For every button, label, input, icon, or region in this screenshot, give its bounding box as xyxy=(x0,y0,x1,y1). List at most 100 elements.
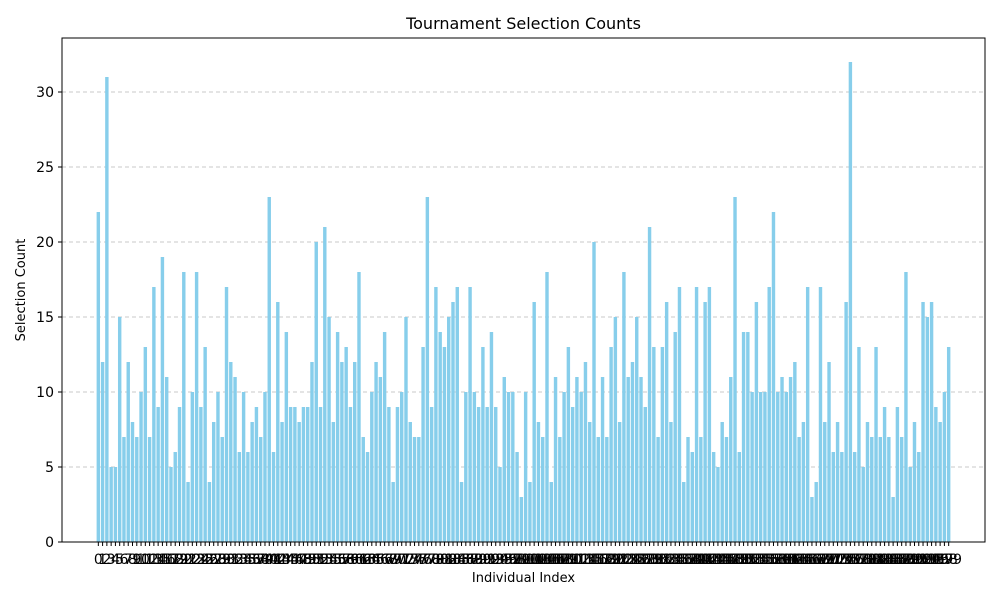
x-tick-label: 143 xyxy=(696,552,723,568)
bar-137 xyxy=(682,482,686,542)
x-tick-label: 37 xyxy=(248,552,266,568)
x-tick-label: 193 xyxy=(910,552,937,568)
bar-163 xyxy=(793,362,797,542)
bar-87 xyxy=(468,287,472,542)
x-tick-label: 16 xyxy=(158,552,176,568)
x-tick-label: 52 xyxy=(312,552,330,568)
x-tick-label: 157 xyxy=(756,552,783,568)
bar-74 xyxy=(412,437,417,542)
bar-65 xyxy=(374,362,378,542)
x-tick-label: 156 xyxy=(752,552,779,568)
bar-179 xyxy=(861,467,865,542)
bar-49 xyxy=(305,407,310,542)
x-tick-label: 117 xyxy=(585,552,612,568)
x-tick-label: 53 xyxy=(316,552,334,568)
x-tick-label: 38 xyxy=(252,552,270,568)
x-tick-label: 64 xyxy=(363,552,381,568)
bar-171 xyxy=(827,362,831,542)
x-tick-label: 179 xyxy=(850,552,877,568)
bar-91 xyxy=(485,407,489,542)
x-tick-label: 67 xyxy=(376,552,394,568)
x-tick-label: 95 xyxy=(495,552,513,568)
bar-145 xyxy=(716,467,720,542)
x-tick-label: 88 xyxy=(465,552,483,568)
x-tick-label: 106 xyxy=(538,552,565,568)
x-tick-label: 174 xyxy=(828,552,855,568)
bar-62 xyxy=(361,437,365,542)
x-tick-label: 8 xyxy=(128,552,137,568)
x-tick-label: 167 xyxy=(799,552,826,568)
x-tick-label: 181 xyxy=(858,552,885,568)
bar-35 xyxy=(246,452,250,542)
x-tick-label: 89 xyxy=(470,552,488,568)
x-tick-label: 45 xyxy=(282,552,300,568)
bar-78 xyxy=(429,407,434,542)
x-tick-label: 195 xyxy=(918,552,945,568)
bar-126 xyxy=(635,317,639,542)
x-tick-label: 21 xyxy=(179,552,197,568)
bar-77 xyxy=(425,197,430,542)
bar-196 xyxy=(934,407,938,542)
x-tick-label: 42 xyxy=(269,552,287,568)
x-tick-label: 144 xyxy=(700,552,727,568)
x-tick-label: 108 xyxy=(546,552,573,568)
x-tick-label: 162 xyxy=(777,552,804,568)
bar-89 xyxy=(476,407,481,542)
bar-97 xyxy=(511,392,515,542)
bar-170 xyxy=(823,422,827,542)
x-tick-label: 124 xyxy=(615,552,642,568)
x-tick-label: 164 xyxy=(786,552,813,568)
x-tick-label: 97 xyxy=(504,552,522,568)
x-tick-label: 43 xyxy=(273,552,291,568)
bar-32 xyxy=(233,377,237,542)
x-tick-label: 63 xyxy=(359,552,377,568)
x-tick-label: 59 xyxy=(342,552,360,568)
bar-59 xyxy=(348,407,353,542)
bar-161 xyxy=(784,392,789,542)
bar-133 xyxy=(664,302,669,542)
bar-1 xyxy=(100,362,105,542)
bar-182 xyxy=(874,347,878,542)
x-tick-label: 168 xyxy=(803,552,830,568)
bar-174 xyxy=(840,452,844,542)
x-tick-label: 24 xyxy=(192,552,210,568)
x-tick-label: 190 xyxy=(897,552,924,568)
x-tick-label: 30 xyxy=(218,552,236,568)
bar-40 xyxy=(267,197,271,542)
x-tick-label: 35 xyxy=(239,552,257,568)
bar-118 xyxy=(600,377,605,542)
bar-95 xyxy=(502,377,506,542)
bar-57 xyxy=(340,362,344,542)
bar-181 xyxy=(870,437,874,542)
x-tick-label: 199 xyxy=(935,552,962,568)
x-tick-label: 27 xyxy=(205,552,223,568)
bar-72 xyxy=(404,317,408,542)
bar-31 xyxy=(229,362,233,542)
y-tick-label: 10 xyxy=(36,385,54,401)
x-tick-label: 136 xyxy=(666,552,693,568)
bar-102 xyxy=(532,302,536,542)
x-tick-label: 1 xyxy=(98,552,107,568)
bar-75 xyxy=(417,437,421,542)
bar-10 xyxy=(139,392,143,542)
bar-111 xyxy=(570,407,575,542)
bar-79 xyxy=(434,287,438,542)
x-tick-label: 130 xyxy=(640,552,667,568)
x-tick-label: 72 xyxy=(397,552,415,568)
bar-158 xyxy=(771,212,776,542)
bar-13 xyxy=(152,287,156,542)
bar-22 xyxy=(190,392,195,542)
bar-73 xyxy=(408,422,412,542)
bar-68 xyxy=(387,407,391,542)
bar-131 xyxy=(656,437,660,542)
x-tick-label: 96 xyxy=(500,552,518,568)
bar-70 xyxy=(395,407,400,542)
x-tick-label: 154 xyxy=(743,552,770,568)
x-tick-label: 12 xyxy=(141,552,159,568)
bar-153 xyxy=(750,392,754,542)
x-tick-label: 119 xyxy=(593,552,620,568)
bar-116 xyxy=(592,242,596,542)
x-tick-label: 57 xyxy=(333,552,351,568)
bar-83 xyxy=(451,302,455,542)
x-tick-label: 163 xyxy=(781,552,808,568)
